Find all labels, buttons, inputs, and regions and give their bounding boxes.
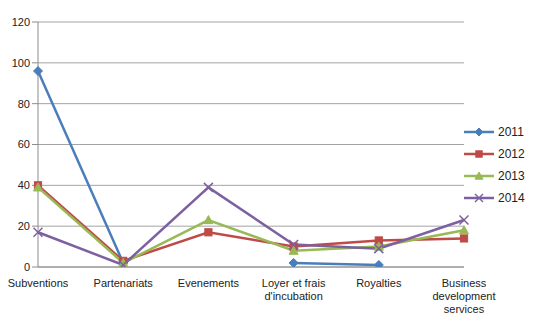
html-text:2013: 2013	[498, 168, 525, 183]
svg-text:20: 20	[18, 220, 30, 232]
svg-text:Businessdevelopmentservices: Businessdevelopmentservices	[433, 277, 496, 315]
svg-text:Partenariats: Partenariats	[94, 277, 154, 289]
html-text:2012: 2012	[498, 146, 525, 161]
svg-text:60: 60	[18, 138, 30, 150]
svg-text:100: 100	[12, 57, 30, 69]
svg-text:0: 0	[24, 261, 30, 273]
svg-text:120: 120	[12, 16, 30, 28]
html-text:2011: 2011	[498, 124, 524, 139]
svg-text:Evenements: Evenements	[178, 277, 240, 289]
svg-text:80: 80	[18, 98, 30, 110]
html-text:2014: 2014	[498, 190, 525, 205]
svg-text:Subventions: Subventions	[8, 277, 69, 289]
svg-text:40: 40	[18, 179, 30, 191]
svg-text:Loyer et fraisd'incubation: Loyer et fraisd'incubation	[262, 277, 326, 302]
svg-text:Royalties: Royalties	[356, 277, 402, 289]
